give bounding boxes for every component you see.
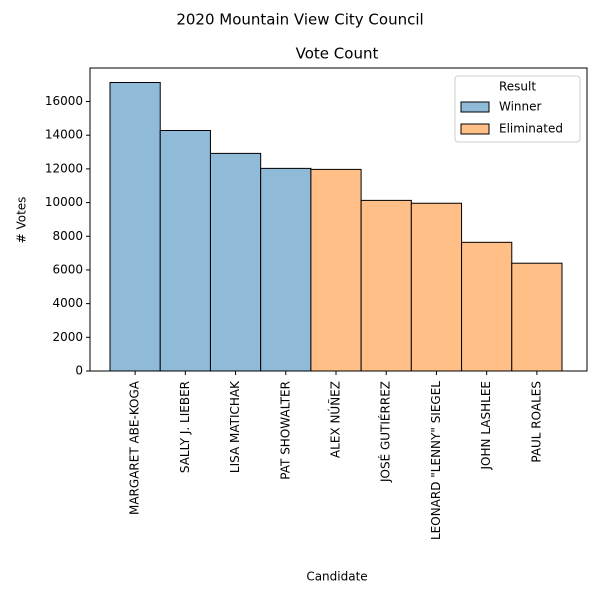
x-tick-label: ALEX NÚÑEZ — [328, 381, 343, 458]
y-tick-label: 16000 — [45, 94, 83, 108]
y-tick-label: 10000 — [45, 195, 83, 209]
bar — [511, 262, 563, 372]
y-axis-label: # Votes — [15, 197, 29, 244]
x-tick-label: MARGARET ABE-KOGA — [128, 380, 142, 515]
x-tick-label: LEONARD "LENNY" SIEGEL — [429, 381, 443, 540]
x-axis-label: Candidate — [306, 570, 367, 584]
y-tick-label: 4000 — [52, 296, 83, 310]
axes-frame — [89, 67, 588, 372]
y-tick-label: 14000 — [45, 128, 83, 142]
y-tick-label: 0 — [75, 364, 83, 378]
y-tick-label: 8000 — [52, 229, 83, 243]
chart-title: Vote Count — [296, 45, 379, 63]
bar — [461, 241, 513, 372]
legend-title: Result — [499, 80, 536, 94]
x-tick-label: PAUL ROALES — [529, 381, 543, 463]
y-tick-label: 6000 — [52, 262, 83, 276]
legend-swatch — [460, 123, 490, 135]
y-tick-label: 12000 — [45, 161, 83, 175]
legend-label: Winner — [499, 100, 542, 114]
bar — [109, 81, 161, 372]
bar — [360, 199, 412, 372]
legend-swatch — [460, 101, 490, 113]
x-tick-label: PAT SHOWALTER — [278, 381, 292, 480]
bar — [260, 167, 312, 372]
bar — [209, 152, 262, 372]
x-tick-label: JOHN LASHLEE — [479, 381, 493, 470]
bar — [310, 168, 362, 372]
x-tick-label: LISA MATICHAK — [228, 380, 242, 473]
bar — [159, 129, 211, 372]
legend-label: Eliminated — [499, 122, 563, 136]
bar — [410, 202, 463, 372]
x-tick-label: JOSÉ GUTIÉRREZ — [378, 381, 393, 483]
y-tick-label: 2000 — [52, 330, 83, 344]
x-tick-label: SALLY J. LIEBER — [178, 381, 192, 473]
chart-suptitle: 2020 Mountain View City Council — [176, 11, 423, 29]
